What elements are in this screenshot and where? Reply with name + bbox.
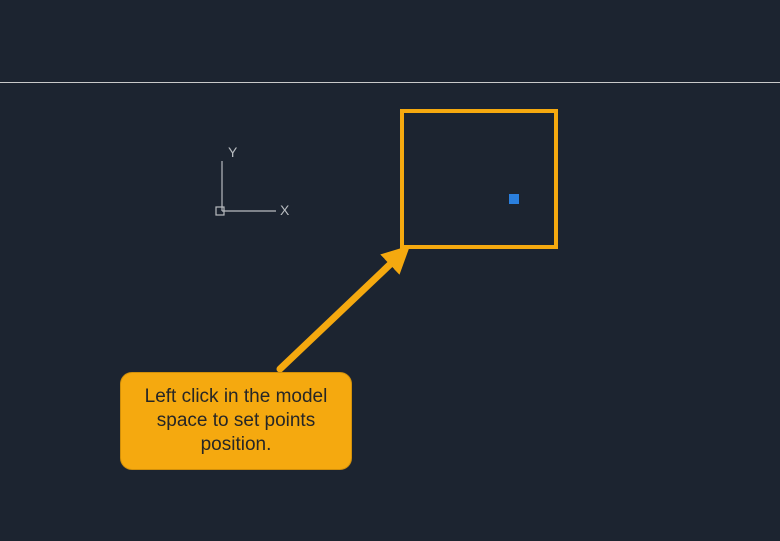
point-marker	[509, 194, 519, 204]
instruction-callout: Left click in the model space to set poi…	[120, 372, 352, 470]
instruction-text: Left click in the model space to set poi…	[139, 385, 333, 456]
toolbar-divider	[0, 82, 780, 83]
ucs-axis-icon: Y X	[208, 145, 298, 225]
ucs-y-label: Y	[228, 145, 238, 160]
highlight-rectangle	[400, 109, 558, 249]
ucs-x-label: X	[280, 202, 290, 218]
